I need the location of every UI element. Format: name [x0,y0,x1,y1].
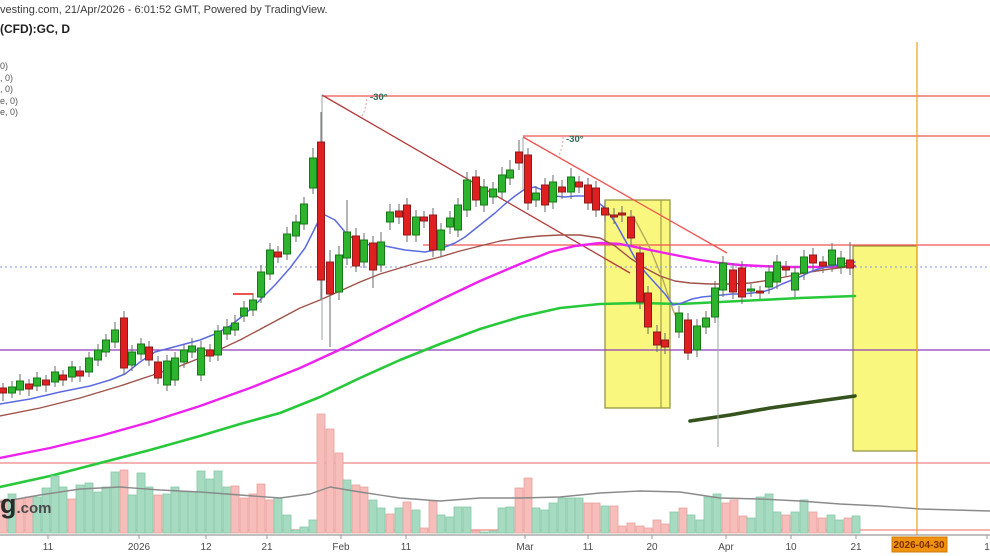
x-axis-label: Apr [718,542,734,553]
watermark-small: .com [16,500,52,517]
x-axis-label: 1 [984,542,990,553]
watermark-big: g [0,489,17,519]
marked-date-label: 2026-04-30 [893,540,945,551]
symbol-title: (CFD):GC, D [0,22,70,36]
indicator-line: e, 0) [0,95,19,106]
x-axis-label: Feb [332,542,350,553]
x-axis-label: 20 [646,542,658,553]
indicator-line: , 0) [0,72,14,83]
x-axis-label: 11 [43,542,54,553]
angle-label: -30° [370,92,388,103]
moving-averages [0,186,857,489]
volume-bars [0,413,861,534]
x-axis-label: 11 [583,542,594,553]
x-axis-label: 11 [401,542,412,553]
x-axis-label: 10 [785,542,797,553]
candles [0,112,854,401]
angle-label: -30° [566,134,584,145]
chart-source-line: vesting.com, 21/Apr/2026 - 6:01:52 GMT, … [0,4,328,16]
volume-ma-line [0,486,990,512]
indicator-line: 0) [0,61,9,71]
indicator-line: e, 0) [0,107,19,117]
x-axis-label: 21 [850,542,862,553]
x-axis-label: Mar [516,542,534,553]
x-axis-label: 2026 [128,542,151,553]
indicator-line: , 0) [0,84,14,94]
annotation-lines: -30° -30° [0,92,990,531]
x-axis-label: 21 [261,542,273,553]
x-axis: 11 2026 12 21 Feb 11 Mar 11 20 Apr 10 21 1 2026-04-30 [0,534,990,556]
watermark-logo: g.com [0,489,52,520]
x-axis-label: 12 [200,542,212,553]
